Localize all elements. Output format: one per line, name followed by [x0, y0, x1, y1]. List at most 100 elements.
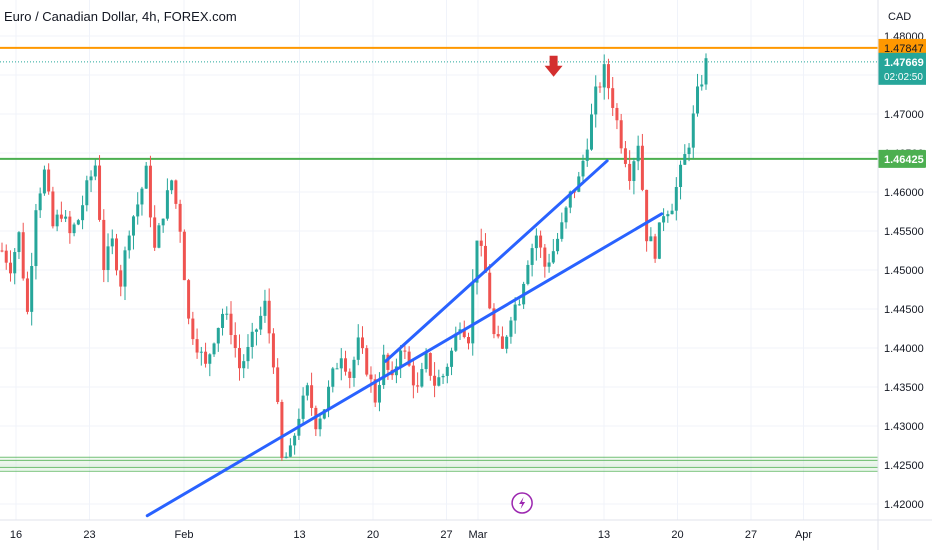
candle-body — [8, 262, 12, 274]
y-tick-label: 1.43000 — [884, 421, 924, 433]
candle-body — [148, 165, 152, 218]
candle-body — [543, 247, 547, 267]
candle-body — [165, 190, 169, 219]
candle-body — [462, 329, 466, 338]
candle-body — [0, 250, 4, 252]
candle-body — [628, 163, 632, 182]
support-zone — [0, 458, 878, 471]
candle-body — [187, 280, 191, 319]
candle-body — [704, 58, 708, 85]
y-tick-label: 1.44000 — [884, 343, 924, 355]
candle-body — [598, 86, 602, 88]
candle-body — [602, 64, 606, 88]
candle-body — [496, 334, 500, 337]
candle-body — [93, 165, 97, 177]
candle-body — [233, 335, 237, 349]
candle-body — [318, 418, 322, 430]
candle-body — [157, 225, 161, 248]
candle-body — [475, 240, 479, 283]
candle-body — [174, 180, 178, 204]
candle-body — [208, 354, 212, 364]
candle-body — [505, 336, 509, 349]
x-tick-label: Mar — [469, 529, 488, 541]
y-tick-label: 1.45500 — [884, 226, 924, 238]
candle-body — [666, 214, 670, 217]
candle-body — [85, 180, 89, 206]
candle-body — [263, 300, 267, 316]
candle-body — [322, 409, 326, 419]
candle-body — [356, 337, 360, 360]
candle-body — [581, 160, 585, 177]
candle-body — [51, 191, 55, 227]
candle-body — [259, 315, 263, 330]
candle-body — [640, 145, 644, 190]
candle-body — [577, 176, 581, 192]
y-tick-label: 1.42500 — [884, 460, 924, 472]
candle-body — [59, 214, 63, 219]
candle-body — [492, 308, 496, 335]
candle-body — [314, 407, 318, 430]
x-tick-label: 13 — [598, 529, 610, 541]
candle-body — [25, 278, 29, 312]
candle-body — [153, 217, 157, 248]
candle-body — [72, 224, 76, 234]
candle-body — [144, 165, 148, 189]
candle-body — [657, 222, 661, 259]
candle-body — [483, 245, 487, 273]
candle-body — [89, 176, 93, 181]
candle-body — [17, 232, 21, 253]
candle-body — [700, 84, 704, 87]
candle-body — [250, 331, 254, 347]
candle-body — [360, 337, 364, 349]
x-tick-label: 20 — [671, 529, 683, 541]
candle-body — [225, 313, 229, 315]
currency-label: CAD — [888, 11, 911, 23]
candle-body — [568, 191, 572, 208]
candle-body — [649, 236, 653, 242]
long-trendline[interactable] — [145, 212, 664, 518]
candle-body — [34, 210, 38, 267]
candle-body — [471, 282, 475, 344]
resistance-price-badge — [878, 38, 926, 57]
candle-body — [55, 214, 59, 227]
candle-body — [556, 238, 560, 252]
candle-body — [199, 351, 203, 353]
candle-body — [348, 371, 352, 378]
candle-body — [670, 210, 674, 215]
candle-body — [123, 250, 127, 287]
candle-body — [47, 169, 51, 192]
candle-body — [509, 320, 513, 337]
x-tick-label: Apr — [795, 529, 812, 541]
x-tick-label: 16 — [10, 529, 22, 541]
candle-body — [64, 216, 68, 219]
candle-body — [127, 235, 131, 251]
candle-body — [284, 456, 288, 459]
candle-body — [420, 369, 424, 387]
candle-body — [615, 107, 619, 121]
candle-body — [331, 368, 335, 387]
short-trendline[interactable] — [384, 159, 609, 363]
candle-body — [271, 333, 275, 368]
candle-body — [42, 169, 46, 194]
candle-body — [229, 313, 233, 336]
candle-body — [305, 385, 309, 396]
candle-body — [339, 358, 343, 369]
candle-body — [293, 435, 297, 446]
candle-body — [467, 337, 471, 344]
y-tick-label: 1.42000 — [884, 499, 924, 511]
candle-body — [352, 359, 356, 378]
candle-body — [611, 88, 615, 108]
candle-body — [386, 354, 390, 370]
candle-body — [479, 240, 483, 246]
candle-body — [653, 236, 657, 259]
candle-body — [4, 250, 8, 263]
candle-body — [110, 238, 114, 247]
candle-body — [310, 385, 314, 408]
candle-body — [301, 395, 305, 419]
candle-body — [191, 318, 195, 340]
candle-body — [98, 165, 102, 220]
candle-body — [335, 368, 339, 370]
candle-body — [38, 193, 42, 211]
